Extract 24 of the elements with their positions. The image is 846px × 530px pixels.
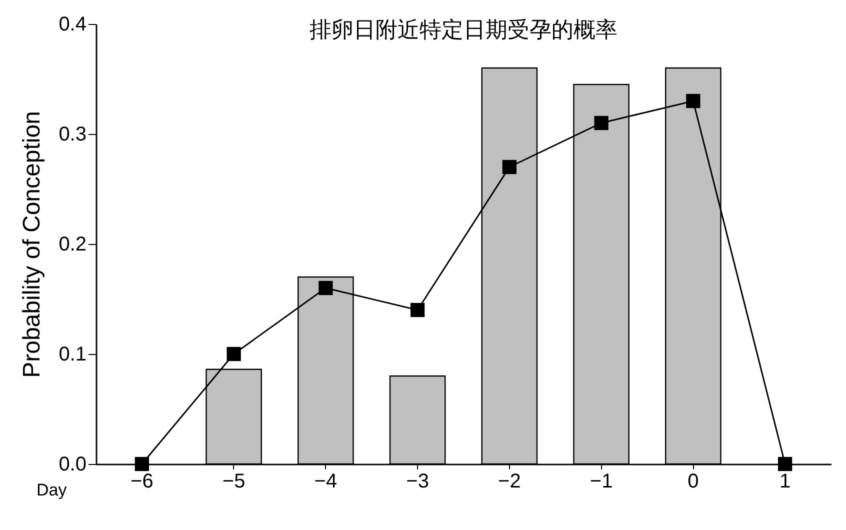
y-tick-label: 0.4: [58, 14, 86, 36]
y-tick-label: 0.2: [58, 234, 86, 256]
x-tick-label: −6: [130, 470, 154, 492]
point: [134, 456, 150, 472]
x-tick-label: −3: [406, 470, 429, 492]
chart-title: 排卵日附近特定日期受孕的概率: [310, 17, 618, 42]
point: [686, 94, 700, 108]
point: [410, 302, 425, 318]
point: [318, 280, 333, 296]
x-tick-label: 0: [688, 470, 699, 492]
y-tick-label: 0.3: [58, 124, 86, 146]
x-tick-label: −1: [590, 470, 613, 492]
x-axis-title: Day: [36, 480, 68, 500]
x-tick-label: −2: [498, 470, 521, 492]
point: [778, 456, 792, 472]
y-tick-label: 0.0: [58, 454, 86, 476]
point: [594, 116, 608, 130]
y-axis-title: Probability of Conception: [18, 111, 46, 378]
x-tick-label: −5: [222, 470, 246, 492]
point: [226, 346, 241, 362]
x-tick-label: 1: [780, 470, 791, 492]
x-tick-label: −4: [314, 470, 338, 492]
point: [502, 160, 517, 174]
y-tick-label: 0.1: [58, 344, 86, 366]
